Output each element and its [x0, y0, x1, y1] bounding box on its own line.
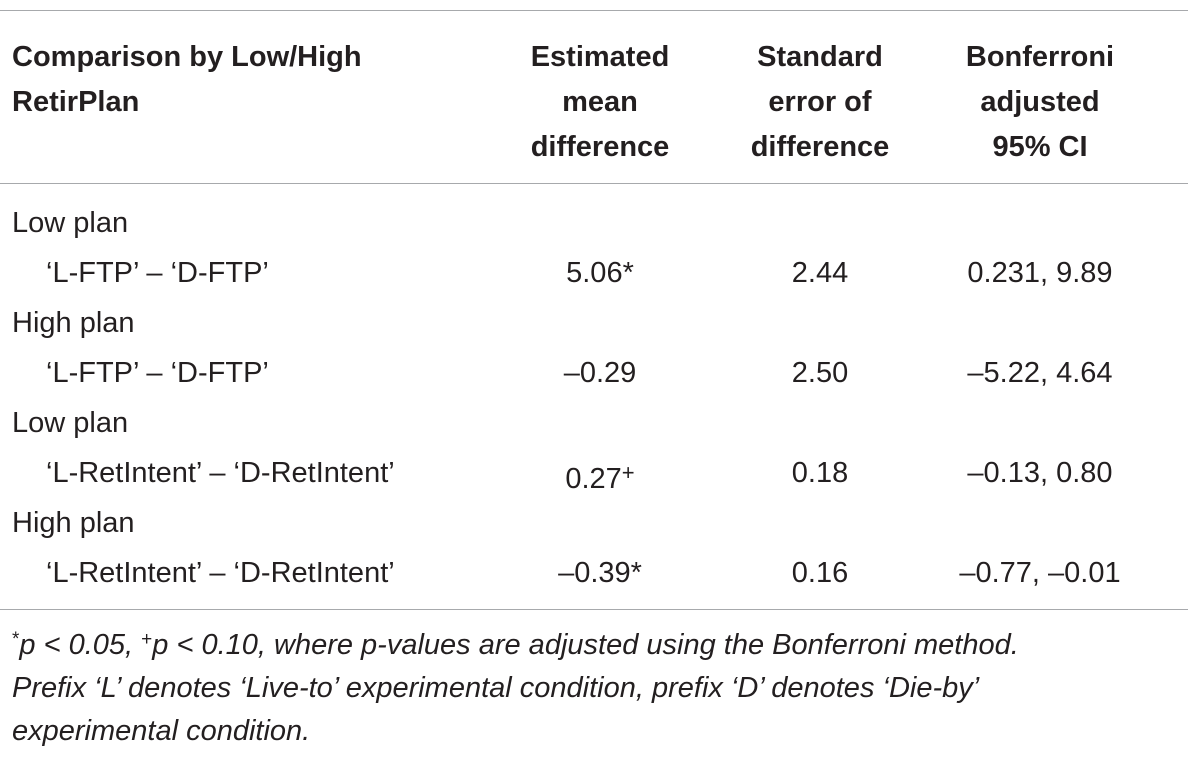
estimate-cell: –0.29	[563, 357, 637, 389]
comparison-cell: ‘L-FTP’ – ‘D-FTP’	[46, 357, 269, 389]
comparison-cell: ‘L-FTP’ – ‘D-FTP’	[46, 257, 269, 289]
header-standard-error: Standard error of difference	[750, 41, 890, 163]
header-comparison: Comparison by Low/High RetirPlan	[12, 41, 362, 118]
table-header: Comparison by Low/High RetirPlan Estimat…	[0, 11, 1188, 183]
group-label: High plan	[12, 307, 135, 339]
se-cell: 2.44	[791, 257, 849, 289]
results-table: Comparison by Low/High RetirPlan Estimat…	[0, 10, 1188, 610]
comparison-cell: ‘L-RetIntent’ – ‘D-RetIntent’	[46, 457, 395, 489]
group-label: High plan	[12, 507, 135, 539]
footnote-line-2: Prefix ‘L’ denotes ‘Live-to’ experimenta…	[12, 672, 980, 704]
table-footnote: *p < 0.05, +p < 0.10, where p-values are…	[12, 618, 1192, 753]
top-rule	[0, 10, 1188, 11]
table-body: Low plan ‘L-FTP’ – ‘D-FTP’ 5.06* 2.44 0.…	[0, 184, 1188, 609]
comparison-cell: ‘L-RetIntent’ – ‘D-RetIntent’	[46, 557, 395, 589]
group-label: Low plan	[12, 207, 129, 239]
footnote-line-3: experimental condition.	[12, 715, 311, 747]
se-cell: 0.18	[791, 457, 849, 489]
estimate-cell: 5.06*	[566, 257, 634, 289]
ci-cell: –5.22, 4.64	[967, 357, 1113, 389]
header-rule	[0, 183, 1188, 184]
se-cell: 2.50	[791, 357, 849, 389]
estimate-cell: –0.39*	[558, 557, 642, 589]
se-cell: 0.16	[791, 557, 849, 589]
ci-cell: –0.13, 0.80	[967, 457, 1113, 489]
ci-cell: –0.77, –0.01	[959, 557, 1121, 589]
header-bonferroni-ci: Bonferroni adjusted 95% CI	[965, 41, 1115, 163]
header-estimated-mean-difference: Estimated mean difference	[530, 41, 670, 163]
footnote-line-1: *p < 0.05, +p < 0.10, where p-values are…	[12, 629, 1019, 661]
bottom-rule	[0, 609, 1188, 610]
estimate-cell: 0.27+	[565, 460, 635, 495]
ci-cell: 0.231, 9.89	[967, 257, 1113, 289]
group-label: Low plan	[12, 407, 129, 439]
